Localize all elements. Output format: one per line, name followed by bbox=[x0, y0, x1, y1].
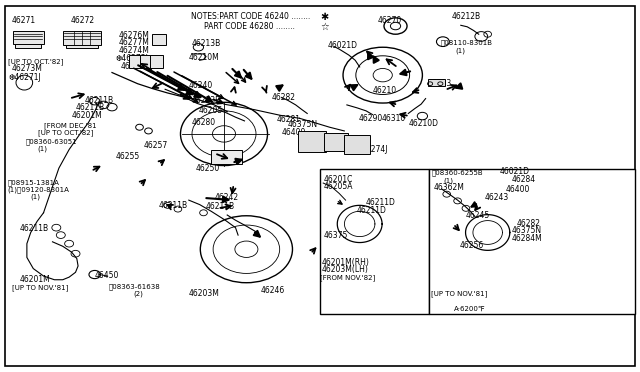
Text: 46276M: 46276M bbox=[118, 31, 149, 40]
Bar bbox=[63, 31, 101, 45]
Text: [FROM NOV.'82]: [FROM NOV.'82] bbox=[320, 274, 375, 280]
Text: 46212B: 46212B bbox=[451, 12, 481, 21]
Text: [UP TO OCT.'82]: [UP TO OCT.'82] bbox=[8, 58, 63, 65]
Text: 46213B: 46213B bbox=[192, 96, 221, 105]
Text: 46205: 46205 bbox=[198, 106, 223, 115]
Bar bbox=[429, 169, 635, 314]
Text: 46273M: 46273M bbox=[12, 64, 42, 73]
Text: ❆46273J: ❆46273J bbox=[115, 54, 148, 63]
Bar bbox=[129, 55, 142, 68]
Bar bbox=[324, 133, 348, 151]
Text: 46362M: 46362M bbox=[434, 183, 465, 192]
Text: ☆: ☆ bbox=[320, 22, 329, 32]
Text: 46211D: 46211D bbox=[357, 206, 387, 215]
Text: 46257: 46257 bbox=[144, 141, 168, 150]
Text: (2): (2) bbox=[133, 291, 143, 297]
Text: 46450: 46450 bbox=[95, 271, 119, 280]
Bar bbox=[344, 135, 370, 154]
Text: 46277M: 46277M bbox=[118, 38, 149, 47]
Text: [UP TO OCT.'82]: [UP TO OCT.'82] bbox=[38, 129, 94, 136]
Text: 46213B: 46213B bbox=[192, 39, 221, 48]
Text: 46282: 46282 bbox=[272, 93, 296, 102]
Text: 46375N: 46375N bbox=[288, 120, 318, 129]
Text: 46400: 46400 bbox=[282, 128, 306, 137]
Text: 46375N: 46375N bbox=[512, 226, 542, 235]
Text: 46281: 46281 bbox=[276, 115, 301, 124]
Text: ❆46271J: ❆46271J bbox=[9, 73, 42, 81]
Bar bbox=[428, 79, 445, 86]
Text: (1)⒲09120-8301A: (1)⒲09120-8301A bbox=[8, 186, 70, 193]
Bar bbox=[15, 44, 41, 48]
Text: NOTES:PART CODE 46240 ........: NOTES:PART CODE 46240 ........ bbox=[191, 12, 310, 21]
Text: 46245: 46245 bbox=[466, 211, 490, 219]
Text: 46245: 46245 bbox=[214, 156, 239, 165]
Text: 46290: 46290 bbox=[358, 114, 383, 123]
Text: 46250: 46250 bbox=[195, 164, 220, 173]
Text: 46211B: 46211B bbox=[19, 224, 49, 233]
Text: 46275: 46275 bbox=[307, 145, 332, 154]
Text: 46246: 46246 bbox=[261, 286, 285, 295]
Text: 46021D: 46021D bbox=[328, 41, 358, 50]
Bar bbox=[320, 169, 429, 314]
Text: 46210M: 46210M bbox=[189, 53, 220, 62]
Text: 46211B: 46211B bbox=[76, 103, 105, 112]
Text: 46205A: 46205A bbox=[323, 182, 353, 191]
Text: (1): (1) bbox=[444, 177, 454, 184]
Text: 46021D: 46021D bbox=[499, 167, 529, 176]
Text: 46313: 46313 bbox=[428, 79, 452, 88]
Text: 46310: 46310 bbox=[381, 114, 406, 123]
Text: 46211B: 46211B bbox=[84, 96, 114, 105]
Text: (1): (1) bbox=[37, 145, 47, 152]
Text: 46242: 46242 bbox=[214, 193, 239, 202]
Text: ✱: ✱ bbox=[320, 12, 328, 22]
Text: [UP TO NOV.'81]: [UP TO NOV.'81] bbox=[12, 284, 68, 291]
Bar bbox=[152, 34, 166, 45]
Text: 46211B: 46211B bbox=[159, 201, 188, 210]
Bar bbox=[298, 131, 326, 152]
Text: A·6200℉: A·6200℉ bbox=[454, 306, 486, 312]
Text: 46282: 46282 bbox=[517, 219, 541, 228]
Text: [UP TO NOV.'81]: [UP TO NOV.'81] bbox=[431, 291, 488, 297]
Text: 46256: 46256 bbox=[460, 241, 484, 250]
Text: 46243: 46243 bbox=[485, 193, 509, 202]
Text: 46274J: 46274J bbox=[362, 145, 388, 154]
Text: 46201M: 46201M bbox=[19, 275, 50, 284]
Text: 46203M(LH): 46203M(LH) bbox=[322, 265, 369, 274]
Text: 46274M: 46274M bbox=[118, 46, 149, 55]
Text: (1): (1) bbox=[456, 48, 466, 54]
Text: 46210: 46210 bbox=[372, 86, 397, 94]
Text: 46375: 46375 bbox=[323, 231, 348, 240]
Text: ⒲08110-8301B: ⒲08110-8301B bbox=[440, 39, 492, 46]
Bar bbox=[13, 31, 44, 44]
Text: 46201M: 46201M bbox=[72, 111, 102, 120]
Text: 46203M: 46203M bbox=[189, 289, 220, 298]
Text: 46280: 46280 bbox=[192, 118, 216, 126]
Text: [FROM DEC.'81: [FROM DEC.'81 bbox=[44, 122, 96, 129]
Text: 46270: 46270 bbox=[378, 16, 402, 25]
Bar bbox=[66, 45, 98, 48]
Bar bbox=[211, 150, 242, 164]
Text: Ⓝ08360-6255B: Ⓝ08360-6255B bbox=[432, 170, 484, 176]
Text: 46284: 46284 bbox=[512, 175, 536, 184]
Bar bbox=[150, 55, 163, 68]
Bar bbox=[140, 55, 152, 68]
Text: Ⓝ08360-63051: Ⓝ08360-63051 bbox=[26, 138, 77, 145]
Text: 46273: 46273 bbox=[334, 145, 358, 154]
Text: 46201M(RH): 46201M(RH) bbox=[322, 258, 370, 267]
Text: 46240: 46240 bbox=[189, 81, 213, 90]
Text: 46284M: 46284M bbox=[512, 234, 543, 243]
Text: 46210D: 46210D bbox=[408, 119, 438, 128]
Text: Ⓟ08915-1381A: Ⓟ08915-1381A bbox=[8, 179, 60, 186]
Text: PART CODE 46280 ........: PART CODE 46280 ........ bbox=[204, 22, 294, 31]
Text: (1): (1) bbox=[31, 194, 41, 201]
Text: 46255: 46255 bbox=[115, 153, 140, 161]
Text: 46211D: 46211D bbox=[366, 198, 396, 207]
Text: 46271: 46271 bbox=[12, 16, 36, 25]
Text: Ⓝ08363-61638: Ⓝ08363-61638 bbox=[109, 284, 161, 291]
Text: 46201C: 46201C bbox=[323, 175, 353, 184]
Text: 46211B: 46211B bbox=[206, 202, 236, 211]
Text: 46400: 46400 bbox=[506, 185, 530, 194]
Text: 46271N: 46271N bbox=[120, 62, 150, 71]
Text: 46272: 46272 bbox=[70, 16, 95, 25]
